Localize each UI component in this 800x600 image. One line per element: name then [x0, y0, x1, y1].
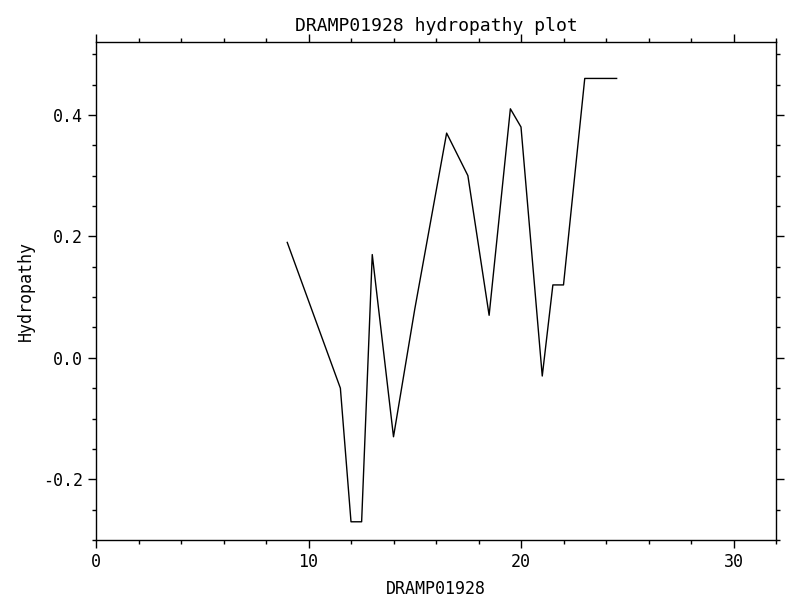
Title: DRAMP01928 hydropathy plot: DRAMP01928 hydropathy plot — [294, 17, 578, 35]
Y-axis label: Hydropathy: Hydropathy — [17, 241, 34, 341]
X-axis label: DRAMP01928: DRAMP01928 — [386, 580, 486, 598]
